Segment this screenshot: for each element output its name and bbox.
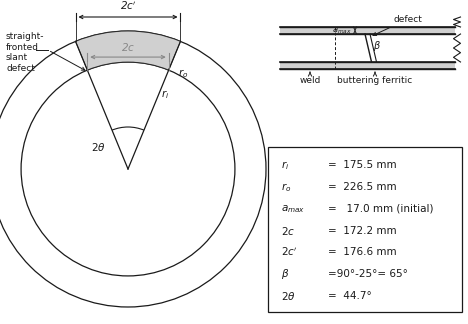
Text: straight-
fronted
slant
defect: straight- fronted slant defect [6,32,44,73]
Text: 2$c'$: 2$c'$ [120,0,136,12]
Text: $2c'$: $2c'$ [281,246,298,259]
Text: 2$c$: 2$c$ [121,41,135,53]
Wedge shape [75,31,181,70]
Text: =  44.7°: = 44.7° [328,291,372,301]
Text: $a_{max}$: $a_{max}$ [332,25,352,36]
Text: $a_{max}$: $a_{max}$ [281,203,305,215]
Text: =90°-25°= 65°: =90°-25°= 65° [328,269,408,279]
Text: weld: weld [300,76,321,85]
Text: =   17.0 mm (initial): = 17.0 mm (initial) [328,204,433,214]
Text: $r_i$: $r_i$ [161,88,170,101]
Text: $r_i$: $r_i$ [281,159,289,172]
Text: $r_o$: $r_o$ [178,67,188,80]
Text: buttering ferritic: buttering ferritic [337,76,413,85]
Text: $\beta$: $\beta$ [281,267,289,281]
Text: 2$\theta$: 2$\theta$ [91,141,105,153]
Text: $2c$: $2c$ [281,225,295,237]
Text: =  172.2 mm: = 172.2 mm [328,226,396,236]
Bar [268,147,462,312]
Text: $\beta$: $\beta$ [373,39,381,53]
Text: $2\theta$: $2\theta$ [281,290,296,302]
Text: =  175.5 mm: = 175.5 mm [328,160,396,170]
Text: =  226.5 mm: = 226.5 mm [328,182,396,192]
Text: $r_o$: $r_o$ [281,181,292,193]
Text: defect: defect [373,15,422,36]
Text: =  176.6 mm: = 176.6 mm [328,247,396,257]
